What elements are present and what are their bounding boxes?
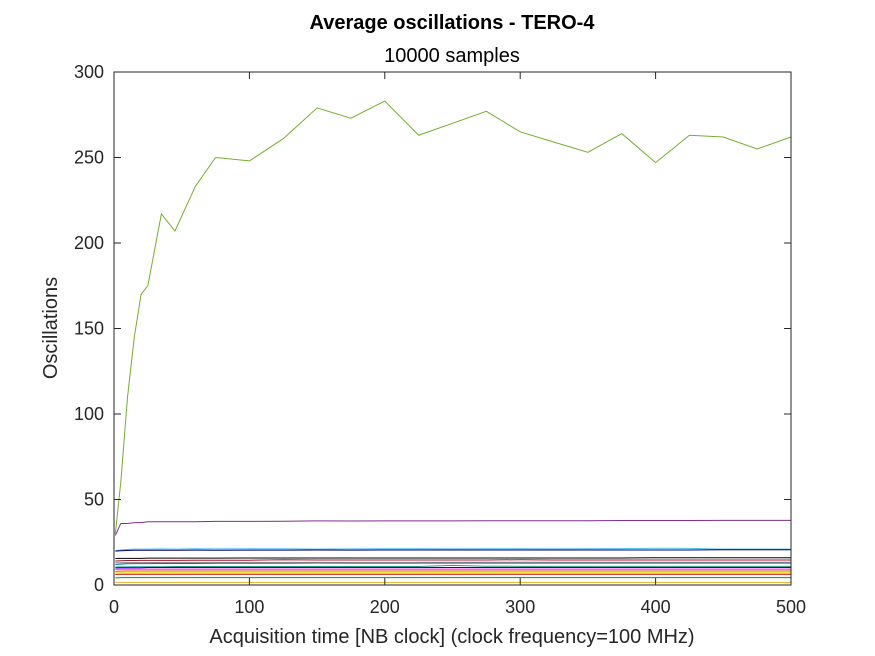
y-tick-label: 300 bbox=[74, 62, 104, 82]
y-tick-label: 50 bbox=[84, 490, 104, 510]
x-tick-label: 300 bbox=[505, 597, 535, 617]
series-line-1 bbox=[114, 100, 792, 534]
series-layer bbox=[114, 100, 792, 583]
y-tick-label: 0 bbox=[94, 575, 104, 595]
y-axis: 0 50 100 150 200 250 300 bbox=[74, 62, 791, 595]
x-tick-label: 500 bbox=[776, 597, 806, 617]
x-tick-label: 200 bbox=[370, 597, 400, 617]
x-tick-label: 400 bbox=[641, 597, 671, 617]
series-line-6 bbox=[115, 559, 791, 562]
x-axis: 0 100 200 300 400 500 bbox=[109, 72, 806, 617]
y-axis-label: Oscillations bbox=[40, 277, 62, 379]
series-line-7 bbox=[115, 562, 791, 565]
y-tick-label: 150 bbox=[74, 319, 104, 339]
x-tick-label: 100 bbox=[234, 597, 264, 617]
series-line-5 bbox=[115, 557, 791, 559]
chart-subtitle: 10000 samples bbox=[384, 45, 520, 67]
series-line-9 bbox=[115, 564, 791, 568]
plot-area bbox=[114, 72, 791, 585]
y-tick-label: 250 bbox=[74, 148, 104, 168]
series-line-8 bbox=[115, 561, 791, 564]
series-line-2 bbox=[114, 519, 791, 536]
series-line-4 bbox=[115, 549, 791, 552]
series-line-3 bbox=[115, 547, 791, 552]
y-tick-label: 100 bbox=[74, 404, 104, 424]
x-tick-label: 0 bbox=[109, 597, 119, 617]
y-tick-label: 200 bbox=[74, 233, 104, 253]
chart-title: Average oscillations - TERO-4 bbox=[310, 12, 596, 34]
x-axis-label: Acquisition time [NB clock] (clock frequ… bbox=[209, 626, 694, 648]
